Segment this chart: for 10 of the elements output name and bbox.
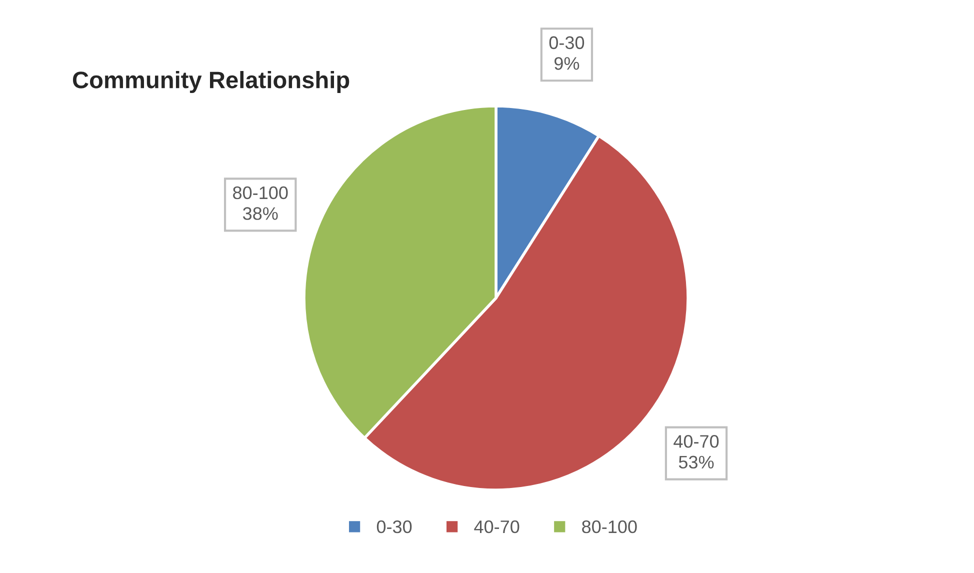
legend-label: 0-30	[376, 520, 412, 534]
data-label: 9%	[554, 57, 580, 70]
legend-label: 80-100	[582, 520, 637, 534]
data-label: 38%	[242, 207, 278, 220]
data-label: 53%	[678, 456, 714, 469]
text: Community Relationship	[72, 70, 350, 94]
slice-label: 0-30	[549, 36, 584, 50]
legend-label: 40-70	[474, 520, 520, 534]
slice-label: 80-100	[233, 186, 288, 200]
slice-label: 40-70	[674, 435, 719, 448]
